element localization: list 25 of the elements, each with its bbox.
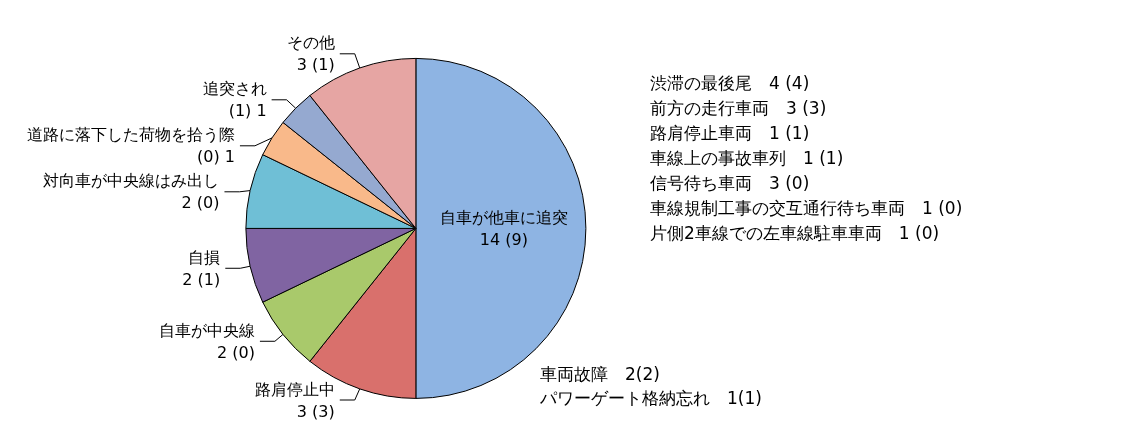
- slice-label: 自車が他車に追突: [439, 207, 568, 227]
- text: 前方の走行車両 3 (3): [650, 97, 827, 118]
- slice-label: 路肩停止中: [254, 379, 335, 399]
- data-label: 2 (0): [181, 193, 220, 213]
- slice-label: 対向車が中央線はみ出し: [43, 171, 220, 191]
- slice-label: その他: [286, 33, 335, 53]
- slice-label: 追突され: [202, 79, 267, 99]
- data-label: 2 (0): [216, 342, 255, 362]
- slice-label: 自車が中央線: [158, 320, 255, 340]
- data-label: 14 (9): [479, 229, 528, 249]
- data-label: 3 (3): [296, 401, 335, 421]
- text: パワーゲート格納忘れ 1(1): [540, 388, 762, 408]
- data-label: (0) 1: [196, 147, 235, 167]
- text: 信号待ち車両 3 (0): [650, 172, 810, 193]
- text: 車線規制工事の交互通行待ち車両 1 (0): [650, 197, 963, 218]
- data-label: (1) 1: [228, 101, 267, 121]
- data-label: 2 (1): [182, 269, 221, 289]
- text: 車両故障 2(2): [540, 364, 660, 384]
- data-label: 3 (1): [296, 55, 335, 75]
- slice-label: 自損: [188, 247, 221, 267]
- slice-label: 道路に落下した荷物を拾う際: [26, 125, 235, 145]
- text: 車線上の事故車列 1 (1): [650, 147, 844, 168]
- text: 路肩停止車両 1 (1): [650, 122, 810, 143]
- text: 渋滞の最後尾 4 (4): [650, 72, 810, 93]
- text: 片側2車線での左車線駐車車両 1 (0): [650, 222, 940, 243]
